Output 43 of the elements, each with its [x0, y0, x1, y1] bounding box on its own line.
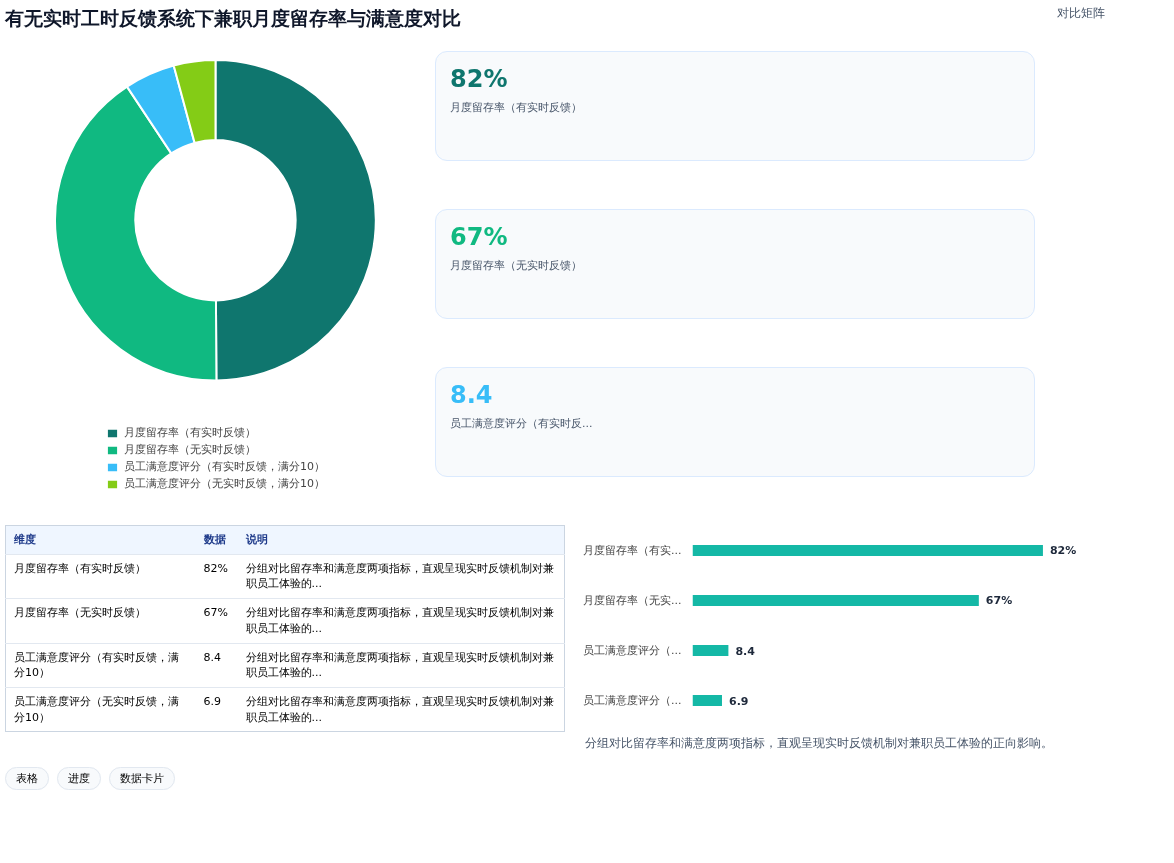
text: 员工满意度评分（有实时反馈，满分10）: [5, 643, 196, 688]
text: 分组对比留存率和满意度两项指标，直观呈现实时反馈机制对兼职员工体验的...: [237, 598, 565, 644]
y-tick-label: 员工满意度评分（...: [583, 694, 682, 707]
y-tick-label: 员工满意度评分（...: [583, 644, 682, 657]
legend-label: 月度留存率（无实时反馈）: [124, 442, 256, 457]
bar: [692, 695, 722, 706]
text: 月度留存率（有实时反馈）: [450, 100, 583, 116]
text: 表格: [5, 767, 49, 790]
text: 分组对比留存率和满意度两项指标，直观呈现实时反馈机制对兼职员工体验的正向影响。: [585, 735, 1053, 752]
text: 分组对比留存率和满意度两项指标，直观呈现实时反馈机制对兼职员工体验的...: [237, 643, 565, 688]
text: 进度: [57, 767, 101, 790]
text: 员工满意度评分（无实时反馈，满分10）: [5, 687, 196, 732]
text: 分组对比留存率和满意度两项指标，直观呈现实时反馈机制对兼职员工体验的...: [237, 687, 565, 732]
text: 82%: [195, 554, 238, 599]
text: 对比矩阵: [1057, 5, 1105, 22]
text: 数据卡片: [109, 767, 175, 790]
text: 月度留存率（无实时反馈）: [5, 598, 196, 644]
legend-label: 员工满意度评分（无实时反馈，满分10）: [124, 476, 325, 491]
text: 8.4: [450, 380, 494, 411]
text: 维度: [13, 532, 37, 548]
legend-label: 员工满意度评分（有实时反馈，满分10）: [124, 459, 325, 474]
text: 6.9: [195, 687, 238, 732]
bar: [692, 645, 729, 656]
data-label: 8.4: [735, 644, 756, 658]
text: 67%: [195, 598, 238, 644]
text: 82%: [450, 64, 509, 95]
data-label: 6.9: [729, 694, 749, 708]
text: 月度留存率（无实时反馈）: [450, 258, 583, 274]
text: 8.4: [195, 643, 238, 688]
text: 数据: [202, 532, 227, 548]
text: 有无实时工时反馈系统下兼职月度留存率与满意度对比: [5, 6, 461, 31]
data-label: 67%: [985, 594, 1013, 607]
text: 67%: [450, 222, 509, 253]
bar: [692, 595, 979, 606]
text: 分组对比留存率和满意度两项指标，直观呈现实时反馈机制对兼职员工体验的...: [237, 554, 565, 599]
text: 说明: [244, 532, 269, 548]
bar: [692, 545, 1043, 556]
y-tick-label: 月度留存率（有实...: [583, 544, 682, 557]
data-label: 82%: [1049, 544, 1077, 557]
legend-label: 月度留存率（有实时反馈）: [124, 425, 256, 440]
text: 月度留存率（有实时反馈）: [5, 554, 196, 599]
y-tick-label: 月度留存率（无实...: [583, 594, 682, 607]
text: 员工满意度评分（有实时反...: [450, 416, 594, 432]
